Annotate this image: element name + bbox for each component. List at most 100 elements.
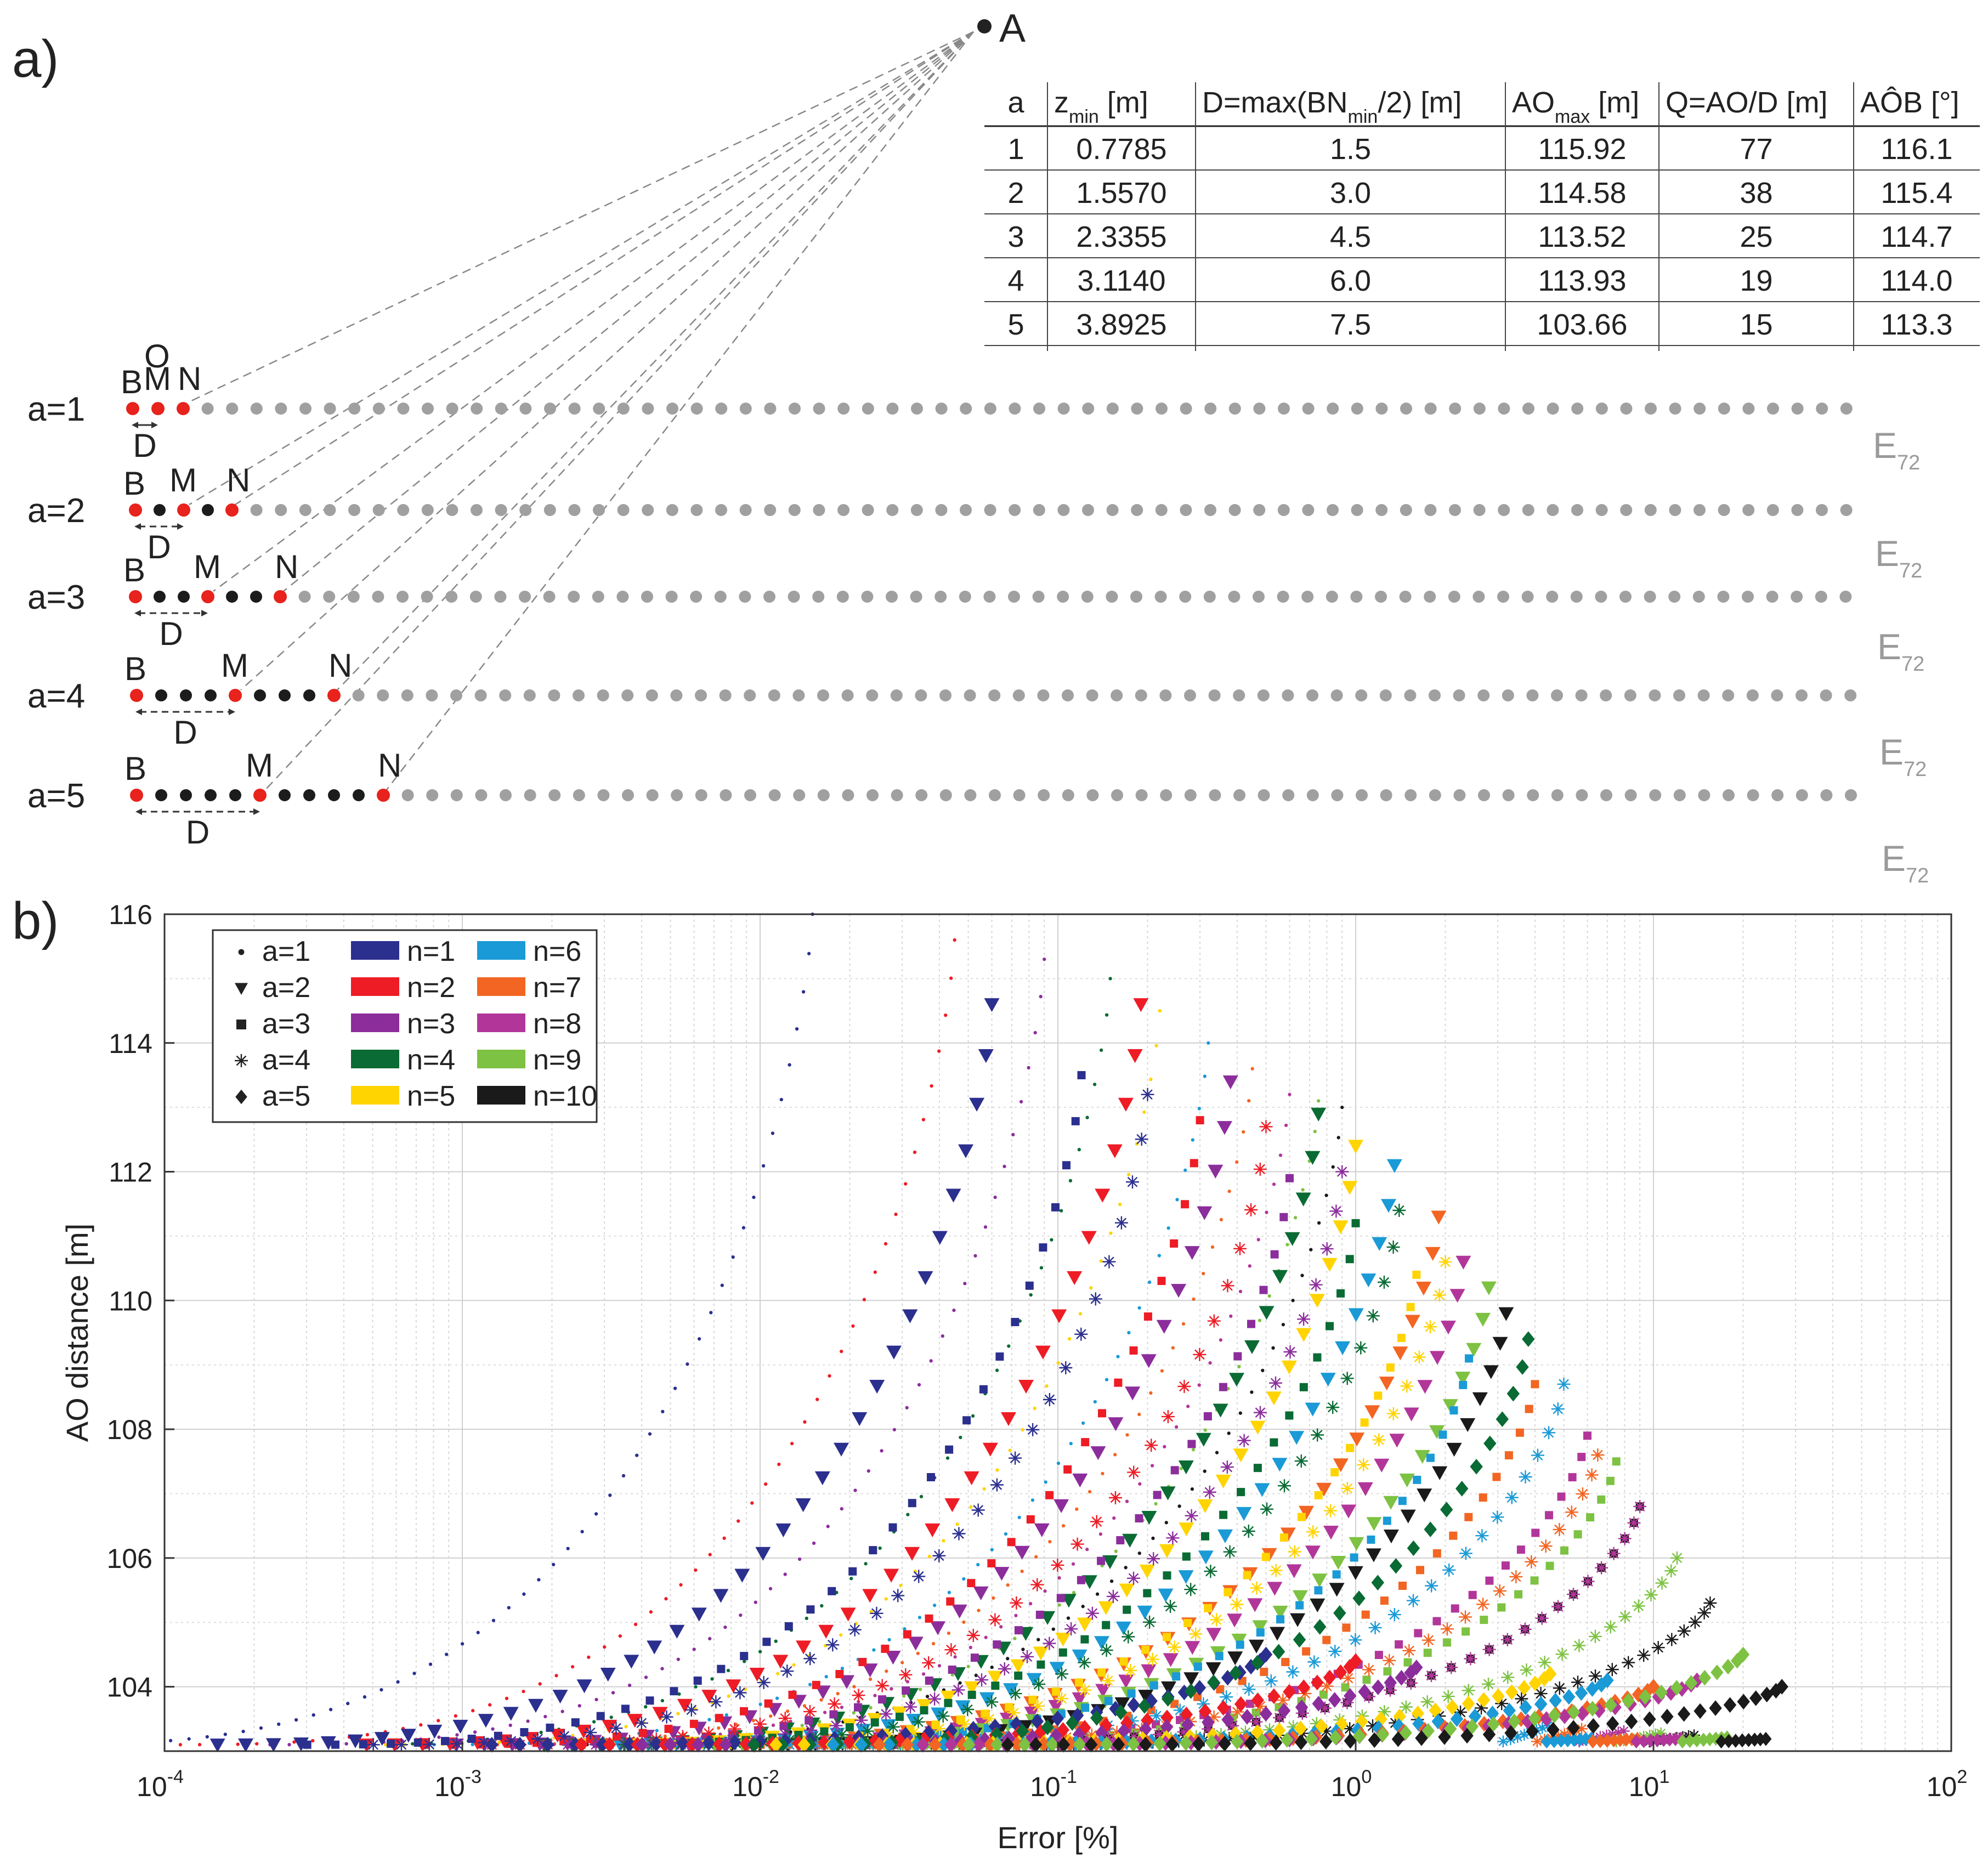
data-point	[374, 1732, 390, 1746]
data-point	[803, 1420, 807, 1424]
y-tick-label: 104	[107, 1672, 152, 1703]
asterisk-stroke	[1443, 1691, 1454, 1702]
data-point	[538, 1682, 542, 1686]
asterisk-stroke	[1102, 1675, 1113, 1686]
data-point	[928, 1692, 942, 1706]
passive-electrode	[744, 689, 756, 701]
data-point	[1420, 1695, 1434, 1709]
data-point	[727, 1694, 730, 1698]
data-point	[1364, 1405, 1380, 1419]
data-point	[929, 1359, 933, 1363]
passive-electrode	[1399, 591, 1412, 603]
data-point	[1449, 1531, 1458, 1540]
d-arrow-head-left	[135, 709, 142, 715]
data-point	[1328, 1692, 1341, 1708]
passive-electrode	[1253, 504, 1266, 516]
data-point	[1099, 1048, 1103, 1052]
data-point	[1095, 1188, 1111, 1203]
data-point	[1095, 1725, 1108, 1741]
label-o: O	[144, 338, 170, 375]
asterisk-stroke	[1426, 1670, 1437, 1681]
data-point	[1138, 1482, 1142, 1486]
data-point	[1203, 1469, 1207, 1473]
asterisk-stroke	[1336, 1167, 1347, 1177]
data-point	[1139, 1736, 1152, 1752]
legend-marker	[235, 1054, 248, 1067]
data-point	[223, 1732, 227, 1736]
data-point	[1366, 1309, 1380, 1323]
passive-electrode	[984, 403, 996, 415]
data-point	[600, 1668, 616, 1682]
data-point	[1455, 1255, 1471, 1270]
data-point	[709, 1695, 723, 1709]
passive-electrode	[739, 403, 752, 415]
asterisk-stroke	[805, 1706, 815, 1717]
data-point	[1222, 1075, 1238, 1090]
data-point	[1184, 1583, 1198, 1596]
asterisk-stroke	[711, 1696, 721, 1707]
label-e72-sub: 72	[1899, 559, 1922, 582]
data-point	[1395, 1640, 1403, 1649]
data-point	[840, 1667, 845, 1671]
passive-electrode	[299, 403, 311, 415]
passive-electrode	[959, 591, 971, 603]
data-point	[1063, 1465, 1072, 1474]
data-point	[708, 1637, 712, 1641]
label-e72: E72	[1879, 732, 1927, 781]
data-point	[904, 1182, 908, 1186]
data-point	[633, 1622, 638, 1627]
data-point	[1402, 1644, 1416, 1657]
asterisk-stroke	[1027, 1424, 1038, 1435]
data-point	[734, 1568, 750, 1583]
data-point	[885, 1651, 901, 1665]
passive-electrode	[1547, 504, 1559, 516]
asterisk-stroke	[1705, 1598, 1715, 1609]
asterisk-stroke	[1147, 1654, 1158, 1664]
asterisk-stroke	[1011, 1598, 1022, 1609]
data-point	[776, 1672, 780, 1675]
legend-entry-n=5: n=5	[351, 1080, 455, 1112]
data-point	[1460, 1728, 1474, 1744]
data-point	[294, 1718, 298, 1722]
label-d: D	[186, 814, 209, 851]
data-point	[676, 1735, 689, 1752]
data-point	[1161, 1410, 1175, 1424]
passive-electrode	[1057, 403, 1070, 415]
asterisk-stroke	[1168, 1532, 1178, 1543]
data-point	[769, 1737, 783, 1753]
data-point	[1353, 1728, 1366, 1744]
data-point	[805, 1616, 808, 1621]
point-a-label: A	[999, 7, 1026, 50]
data-point	[1208, 1164, 1224, 1179]
data-point	[1289, 1431, 1305, 1445]
passive-electrode	[886, 591, 898, 603]
data-point	[1177, 1380, 1191, 1393]
passive-electrode	[548, 789, 561, 801]
data-point	[994, 1567, 1010, 1581]
passive-electrode	[935, 504, 948, 516]
asterisk-stroke	[1116, 1218, 1127, 1228]
table-row: 2 1.5570 3.0 114.58 38 115.4	[1007, 177, 1952, 209]
data-point	[959, 1435, 962, 1440]
data-point	[1460, 1418, 1476, 1432]
data-point	[454, 1714, 457, 1718]
data-point	[1577, 1453, 1586, 1462]
legend-entry-a=3: a=3	[236, 1008, 310, 1040]
data-point	[635, 1453, 639, 1457]
data-point	[788, 1063, 791, 1067]
electrode-m	[201, 590, 214, 603]
data-point	[1514, 1590, 1523, 1599]
data-point	[1254, 1483, 1270, 1497]
label-d: D	[159, 615, 183, 652]
passive-electrode	[695, 689, 707, 701]
data-point	[570, 1665, 575, 1669]
data-point	[1697, 1732, 1709, 1747]
table-cell: 4.5	[1330, 220, 1371, 253]
data-point	[1108, 977, 1112, 981]
data-point	[812, 1541, 816, 1545]
data-point	[819, 1698, 823, 1702]
data-point	[1310, 1598, 1326, 1612]
passive-electrode	[988, 689, 1001, 701]
data-point	[1438, 1729, 1451, 1745]
data-point	[908, 1499, 916, 1508]
